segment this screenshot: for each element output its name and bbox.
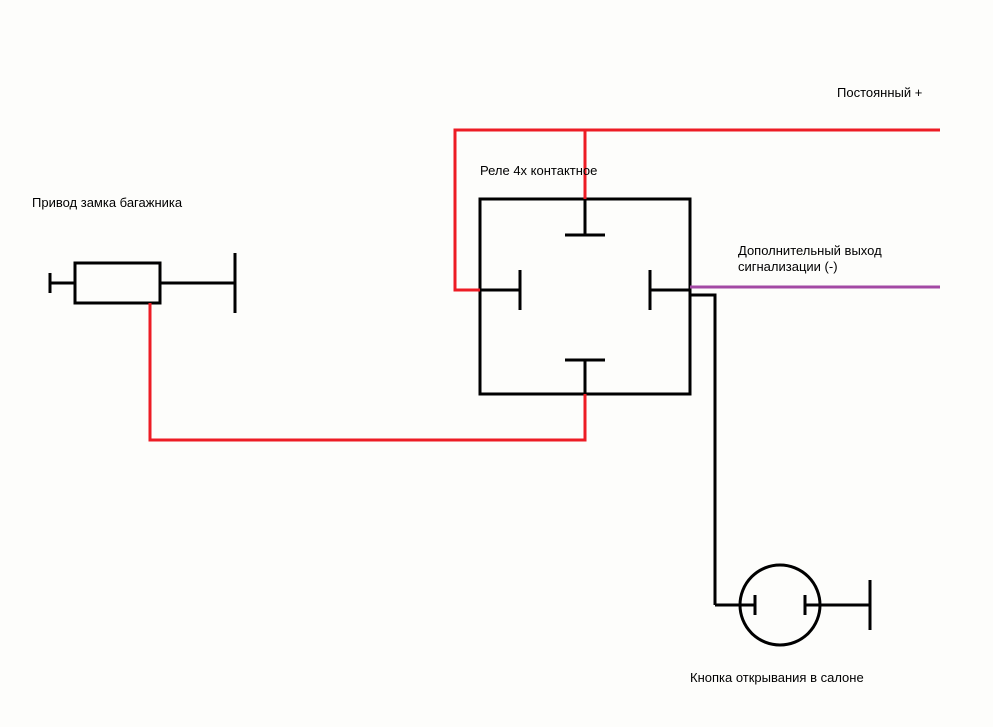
label-relay: Реле 4х контактное bbox=[480, 163, 597, 178]
wire-constant-plus-branch bbox=[455, 130, 585, 290]
label-button: Кнопка открывания в салоне bbox=[690, 670, 864, 685]
wire-relay-to-actuator bbox=[150, 303, 585, 440]
label-constant-plus: Постоянный + bbox=[837, 85, 922, 100]
label-alarm-output-line1: Дополнительный выход bbox=[738, 243, 882, 258]
wire-constant-plus-main bbox=[585, 130, 940, 199]
actuator-box bbox=[75, 263, 160, 303]
label-actuator: Привод замка багажника bbox=[32, 195, 182, 210]
wire-relay-to-button bbox=[690, 295, 715, 605]
wiring-diagram bbox=[0, 0, 993, 727]
label-alarm-output-line2: сигнализации (-) bbox=[738, 259, 838, 274]
